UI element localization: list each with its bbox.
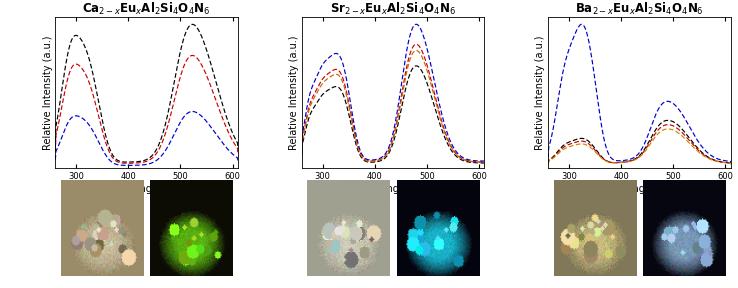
Y-axis label: Relative Intensity (a.u.): Relative Intensity (a.u.) [289, 35, 299, 150]
X-axis label: Wavelength (nm): Wavelength (nm) [351, 184, 435, 194]
X-axis label: Wavelength (nm): Wavelength (nm) [597, 184, 682, 194]
X-axis label: Wavelength (nm): Wavelength (nm) [104, 184, 189, 194]
Title: Ca$_{2-x}$Eu$_x$Al$_2$Si$_4$O$_4$N$_6$: Ca$_{2-x}$Eu$_x$Al$_2$Si$_4$O$_4$N$_6$ [83, 1, 211, 17]
Y-axis label: Relative Intensity (a.u.): Relative Intensity (a.u.) [43, 35, 52, 150]
Y-axis label: Relative Intensity (a.u.): Relative Intensity (a.u.) [535, 35, 545, 150]
Title: Sr$_{2-x}$Eu$_x$Al$_2$Si$_4$O$_4$N$_6$: Sr$_{2-x}$Eu$_x$Al$_2$Si$_4$O$_4$N$_6$ [330, 1, 456, 17]
Title: Ba$_{2-x}$Eu$_x$Al$_2$Si$_4$O$_4$N$_6$: Ba$_{2-x}$Eu$_x$Al$_2$Si$_4$O$_4$N$_6$ [575, 1, 704, 17]
